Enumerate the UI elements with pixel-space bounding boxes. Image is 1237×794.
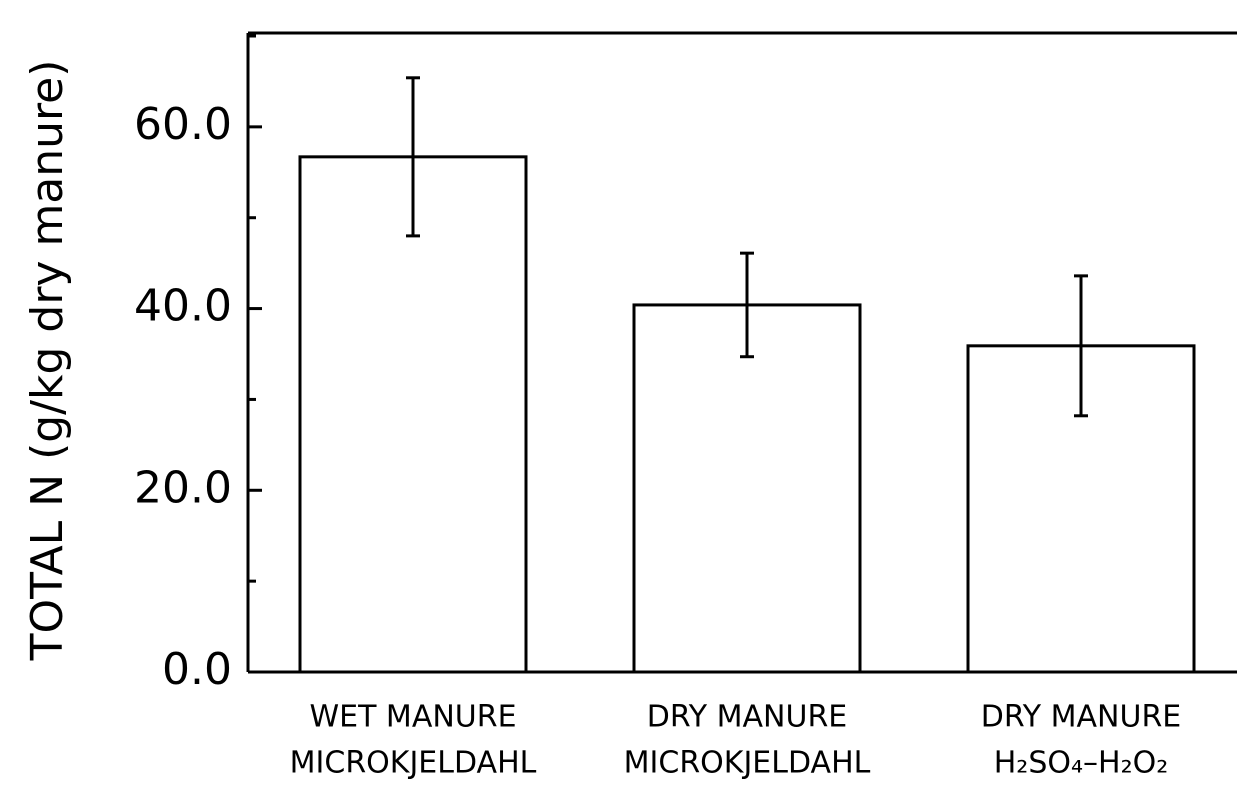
y-tick-label: 20.0 (134, 462, 232, 513)
x-tick-label: MICROKJELDAHL (290, 746, 537, 781)
error-bar (740, 251, 754, 359)
error-bar (406, 76, 420, 238)
error-bar (1074, 274, 1088, 418)
bar (298, 155, 528, 674)
y-tick-label: 0.0 (162, 644, 232, 695)
x-tick-label: MICROKJELDAHL (624, 746, 871, 781)
x-tick-label: DRY MANURE (981, 700, 1182, 735)
x-tick-label: WET MANURE (309, 700, 516, 735)
y-tick-label: 60.0 (134, 99, 232, 150)
y-tick-label: 40.0 (134, 281, 232, 332)
x-tick-label: H₂SO₄–H₂O₂ (994, 746, 1169, 781)
y-axis-label: TOTAL N (g/kg dry manure) (22, 60, 73, 662)
x-tick-label: DRY MANURE (647, 700, 848, 735)
bar (632, 303, 862, 674)
